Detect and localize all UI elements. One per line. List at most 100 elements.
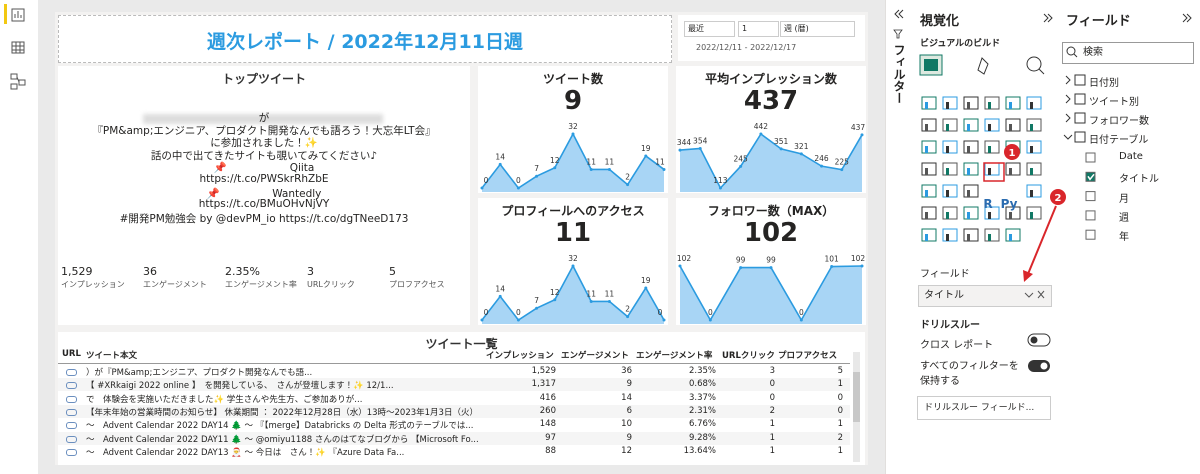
tweet-body: 【 #XRkaigi 2022 online 】 を開発している、 さんが登壇し… (86, 381, 394, 392)
slicer-mode[interactable]: 最近 (684, 21, 735, 37)
viz-type-icon (921, 162, 937, 176)
analytics-tab[interactable] (1026, 56, 1042, 72)
drill-button[interactable]: ドリルスルー フィールド... (917, 396, 1051, 420)
sparkline-point (739, 164, 743, 168)
table-icon (1074, 93, 1086, 105)
column-header[interactable]: プロフアクセス (778, 351, 838, 361)
column-header[interactable]: インプレッション (486, 351, 554, 361)
slicer-mode-text: 最近 (688, 24, 704, 33)
link-icon[interactable] (66, 395, 77, 403)
data-label: 99 (766, 256, 776, 265)
link-icon[interactable] (66, 422, 77, 430)
cross-report-toggle[interactable] (1027, 333, 1051, 347)
table-icon (1074, 74, 1086, 86)
viz-type-icon (1026, 140, 1042, 154)
data-label: 437 (851, 123, 866, 132)
viz-type-icon-fill (946, 190, 949, 197)
sparkline-point (626, 315, 630, 319)
table-cell: 260 (539, 405, 556, 416)
viz-type-icon (942, 96, 958, 110)
search-box[interactable]: 検索 (1062, 42, 1194, 64)
keep-filters-toggle[interactable] (1028, 360, 1050, 372)
tweet-line: が (258, 112, 270, 124)
scroll-thumb[interactable] (853, 372, 860, 422)
data-label: 2 (625, 173, 630, 182)
fields-title: フィールド (1066, 14, 1131, 29)
expand-chevron (1063, 134, 1073, 140)
viz-type-icon-fill (988, 102, 991, 109)
field-table[interactable]: 日付別 (1089, 78, 1119, 89)
column-header[interactable]: ツイート本文 (86, 351, 138, 361)
slicer-unit[interactable]: 週 (暦) (780, 21, 855, 37)
viz-type-icon-fill (925, 146, 928, 153)
data-label: 11 (655, 157, 665, 166)
data-label: 11 (586, 289, 596, 298)
field-table[interactable]: 日付テーブル (1089, 135, 1149, 146)
field-column[interactable]: タイトル (1119, 174, 1159, 186)
field-column[interactable]: Date (1119, 151, 1143, 162)
table-cell: 9.28% (688, 432, 716, 443)
top-tweet-card: トップツイート が『PM&amp;エンジニア、プロダクト開発なんでも語ろう！大忘… (58, 66, 470, 325)
scrollbar[interactable] (853, 352, 860, 462)
viz-type-icon (984, 228, 1000, 242)
table-cell: 3 (769, 366, 775, 376)
sparkline-point (830, 265, 834, 269)
link-icon[interactable] (66, 408, 77, 416)
stat-label: プロフアクセス (389, 280, 445, 289)
column-header[interactable]: URL (62, 349, 81, 359)
viz-type-icon-fill (925, 212, 928, 219)
viz-type-icon (963, 206, 979, 220)
data-label: 12 (550, 156, 560, 165)
filter-label[interactable]: フィルター (892, 44, 906, 104)
link-icon[interactable] (66, 382, 77, 390)
table-cell: 3.37% (688, 392, 716, 403)
drill-button-text: ドリルスルー フィールド... (924, 403, 1035, 413)
link-icon[interactable] (66, 448, 77, 456)
report-view-icon[interactable] (11, 8, 25, 22)
expand-chevron (1065, 113, 1071, 123)
link-icon[interactable] (66, 435, 77, 443)
link-icon[interactable] (66, 369, 77, 376)
column-header[interactable]: エンゲージメント率 (636, 351, 713, 361)
field-checkbox (1085, 191, 1096, 202)
kpi-card: ツイート数 9 0 14 0 7 12 32 11 11 2 19 11 (478, 66, 668, 193)
tweet-line: https://t.co/PWSkrRhZbE (199, 173, 329, 185)
sparkline-point (678, 264, 682, 268)
column-header[interactable]: エンゲージメント (561, 351, 629, 361)
field-well[interactable]: タイトル (918, 285, 1052, 307)
tweet-line: に参加されました！✨ (210, 137, 318, 150)
viz-type-icon (1005, 228, 1021, 242)
viz-type-icon (921, 228, 937, 242)
filter-chevrons[interactable] (886, 0, 912, 40)
field-column[interactable]: 月 (1119, 193, 1129, 205)
card-title: 平均インプレッション数 (705, 72, 837, 86)
viz-type-icon (942, 162, 958, 176)
data-label: 32 (568, 122, 578, 131)
viz-type-icon (963, 96, 979, 110)
slicer-count[interactable]: 1 (738, 21, 779, 37)
viz-type-icon (942, 184, 958, 198)
viz-type-text: Py (1001, 197, 1018, 211)
stat-label: インプレッション (61, 280, 125, 289)
stat-label: エンゲージメント率 (225, 280, 297, 289)
sparkline-point (739, 266, 743, 270)
tweet-table: ツイート一覧 URL ツイート本文 インプレッション エンゲージメント エンゲージメント… (58, 332, 865, 465)
kpi-card: 平均インプレッション数 437 344 354 113 245 442 351 321 246 22… (676, 66, 866, 193)
viz-type-icon-fill (988, 234, 991, 241)
table-cell: 0 (769, 379, 775, 390)
data-label: 0 (658, 308, 663, 317)
data-view-icon[interactable] (11, 41, 25, 54)
field-column[interactable]: 年 (1119, 232, 1129, 244)
column-header[interactable]: URLクリック (722, 351, 775, 361)
sparkline-point (698, 146, 702, 150)
viz-type-icon-fill (946, 146, 949, 153)
field-table[interactable]: フォロワー数 (1089, 116, 1149, 127)
format-tab[interactable] (977, 57, 989, 75)
viz-type-icon (1005, 140, 1021, 154)
viz-type-icon-fill (1009, 168, 1012, 175)
field-table[interactable]: ツイート別 (1089, 97, 1139, 108)
field-column[interactable]: 週 (1119, 212, 1129, 224)
model-view-icon[interactable] (10, 73, 26, 90)
viz-type-icon-fill (1030, 190, 1033, 197)
build-tab[interactable] (919, 54, 943, 76)
